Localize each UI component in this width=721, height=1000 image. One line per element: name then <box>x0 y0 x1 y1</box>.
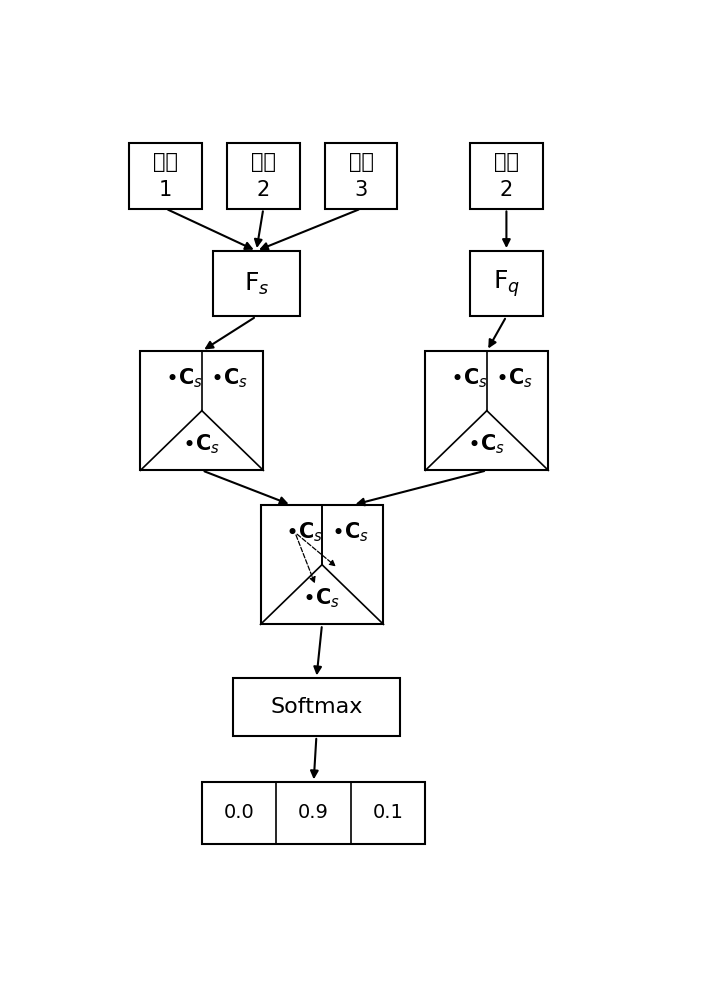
Bar <box>425 351 548 470</box>
Bar <box>233 678 400 736</box>
Text: $\bullet$C$_s$: $\bullet$C$_s$ <box>495 367 534 390</box>
Text: F$_q$: F$_q$ <box>493 268 520 299</box>
Text: $\bullet$C$_s$: $\bullet$C$_s$ <box>182 432 220 456</box>
Text: $\bullet$C$_s$: $\bullet$C$_s$ <box>211 367 249 390</box>
Text: 0.0: 0.0 <box>224 804 255 822</box>
Text: F$_s$: F$_s$ <box>244 271 269 297</box>
Text: 样本: 样本 <box>349 152 373 172</box>
Text: 2: 2 <box>257 180 270 200</box>
Text: 0.1: 0.1 <box>373 804 404 822</box>
Bar <box>470 251 543 316</box>
Text: $\bullet$C$_s$: $\bullet$C$_s$ <box>467 432 505 456</box>
Bar <box>202 782 425 844</box>
Text: $\bullet$C$_s$: $\bullet$C$_s$ <box>302 586 340 610</box>
Bar <box>129 143 202 209</box>
Text: 样本: 样本 <box>494 152 519 172</box>
Text: 0.9: 0.9 <box>298 804 329 822</box>
Text: $\bullet$C$_s$: $\bullet$C$_s$ <box>331 521 368 544</box>
Text: 1: 1 <box>159 180 172 200</box>
Text: 2: 2 <box>500 180 513 200</box>
Bar <box>470 143 543 209</box>
Text: 样本: 样本 <box>251 152 276 172</box>
Text: $\bullet$C$_s$: $\bullet$C$_s$ <box>450 367 488 390</box>
Text: $\bullet$C$_s$: $\bullet$C$_s$ <box>285 521 323 544</box>
Bar <box>260 505 384 624</box>
Text: Softmax: Softmax <box>270 697 363 717</box>
Bar <box>324 143 397 209</box>
Text: 3: 3 <box>355 180 368 200</box>
Bar <box>227 143 300 209</box>
Bar <box>213 251 300 316</box>
Text: $\bullet$C$_s$: $\bullet$C$_s$ <box>165 367 203 390</box>
Text: 样本: 样本 <box>153 152 178 172</box>
Bar <box>141 351 263 470</box>
